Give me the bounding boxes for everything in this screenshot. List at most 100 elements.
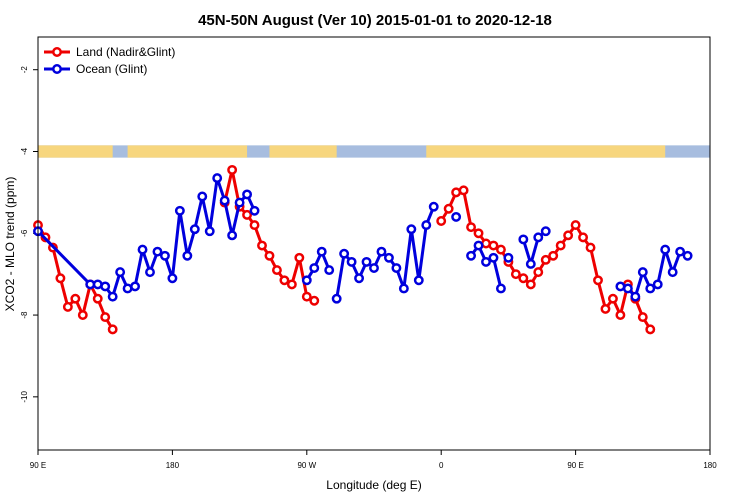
series-1-point-27 (324, 265, 335, 276)
series-0-point-45 (593, 275, 603, 286)
chart-title: 45N-50N August (Ver 10) 2015-01-01 to 20… (198, 12, 552, 29)
series-0-point-48 (615, 310, 626, 321)
series-1-point-4 (107, 291, 118, 302)
legend-marker-ocean (52, 64, 62, 74)
series-0-point-47 (607, 293, 618, 304)
series-1-point-18 (212, 173, 223, 184)
axes: 90 E 180 90 W 0 90 E 180 -2 -4 -6 -8 -10 (20, 66, 717, 470)
series-0-point-15 (249, 220, 260, 231)
y-tick-label-4: -10 (20, 391, 29, 403)
series-1-point-49 (518, 234, 529, 245)
series-1-point-31 (354, 273, 365, 284)
series-0-point-34 (510, 269, 521, 280)
legend-label-ocean: Ocean (Glint) (76, 62, 147, 76)
series-1-point-47 (495, 283, 506, 294)
series-1-point-16 (197, 191, 208, 202)
y-tick-label-3: -8 (20, 311, 29, 319)
series-1-point-9 (145, 267, 155, 278)
series-1-point-40 (421, 220, 432, 231)
series-1-point-57 (645, 283, 656, 294)
series-1-point-37 (398, 283, 409, 294)
plot-frame (37, 36, 711, 451)
series-1-point-8 (137, 244, 148, 255)
series-1-point-21 (234, 197, 245, 208)
series-1-point-46 (488, 252, 499, 263)
series-1-point-60 (667, 267, 678, 278)
series-0-point-41 (563, 230, 574, 241)
series-0-point-52 (645, 324, 656, 335)
series-1-point-56 (637, 267, 648, 278)
series-0-point-37 (533, 267, 544, 278)
y-tick-label-2: -6 (20, 229, 29, 237)
data-series (33, 164, 693, 335)
series-1-point-13 (174, 205, 185, 216)
series-1-point-35 (383, 252, 394, 263)
series-1-point-19 (219, 195, 230, 206)
series-1-point-22 (242, 189, 253, 200)
series-0-point-42 (570, 220, 581, 231)
land-band-segment-3 (426, 145, 666, 158)
series-1-point-39 (413, 275, 424, 286)
series-1-point-15 (189, 224, 200, 235)
series-1-point-11 (159, 250, 170, 261)
series-0-point-25 (443, 203, 454, 214)
series-1-point-3 (100, 281, 111, 292)
series-0-point-9 (100, 312, 111, 323)
series-0-point-4 (62, 301, 73, 312)
series-0-point-24 (436, 216, 447, 226)
series-1-point-26 (316, 246, 327, 257)
series-1-point-61 (675, 246, 686, 257)
series-1-point-29 (339, 248, 350, 259)
series-1-point-62 (682, 250, 693, 261)
series-1-point-7 (130, 281, 141, 292)
series-0-point-27 (458, 185, 469, 196)
series-1-point-5 (115, 267, 126, 278)
series-0-point-17 (264, 250, 275, 261)
series-1-point-17 (204, 226, 215, 237)
series-0-point-3 (55, 273, 66, 284)
series-0-point-19 (279, 275, 290, 286)
series-1-point-24 (301, 275, 312, 286)
series-1-point-30 (346, 256, 357, 267)
series-1-point-36 (391, 263, 402, 273)
legend-marker-land (52, 47, 62, 57)
y-tick-label-1: -4 (20, 147, 29, 155)
series-0-point-5 (70, 293, 81, 304)
series-1-point-23 (249, 205, 260, 216)
x-tick-label-3: 0 (439, 461, 444, 470)
y-axis-label: XCO2 - MLO trend (ppm) (3, 177, 17, 312)
series-1-point-10 (152, 246, 163, 257)
series-0-point-23 (309, 295, 320, 306)
series-0-point-20 (286, 279, 297, 290)
series-0-point-18 (271, 265, 282, 276)
series-0-point-32 (495, 244, 506, 255)
series-1-point-41 (428, 201, 439, 212)
series-0-point-21 (294, 252, 305, 263)
series-0-point-16 (257, 240, 267, 251)
x-tick-label-1: 180 (166, 461, 180, 470)
series-1-point-33 (369, 263, 379, 273)
series-1-point-45 (481, 256, 491, 267)
series-0-point-10 (107, 324, 118, 335)
series-0-point-35 (518, 273, 529, 284)
series-1 (33, 173, 693, 304)
y-tick-label-0: -2 (20, 66, 29, 74)
series-0-point-39 (548, 250, 559, 261)
series-0-point-22 (301, 291, 312, 302)
land-ocean-band (38, 145, 710, 158)
series-1-point-42 (451, 211, 462, 222)
series-1-point-20 (227, 230, 238, 241)
series-1-point-12 (167, 273, 178, 284)
series-0-point-46 (600, 303, 611, 314)
series-1-point-55 (630, 291, 641, 302)
series-1-point-34 (376, 246, 387, 257)
series-1-point-51 (533, 232, 544, 243)
land-band-segment-0 (38, 145, 113, 158)
series-1-point-59 (660, 244, 671, 255)
series-1-point-25 (309, 263, 320, 273)
series-0-point-31 (488, 240, 499, 251)
series-1-point-44 (473, 240, 484, 251)
series-1-point-58 (652, 279, 663, 290)
series-0-point-38 (540, 254, 551, 265)
